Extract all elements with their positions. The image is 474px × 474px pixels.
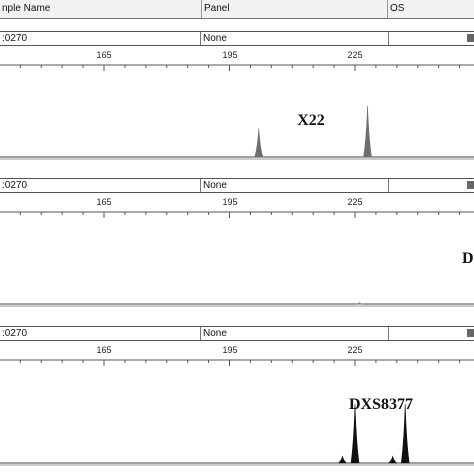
tick-label: 195 <box>222 197 237 207</box>
scroll-thumb[interactable] <box>467 181 474 189</box>
panel-name-cell[interactable]: None <box>200 32 389 45</box>
tick-label: 195 <box>222 345 237 355</box>
trace-peak <box>363 105 372 158</box>
tick-label: 225 <box>347 345 362 355</box>
trace-plot: 165 195 225 X22 <box>0 50 474 160</box>
panel-header[interactable]: Panel <box>201 0 389 18</box>
sample-info-row: :0270 None <box>0 31 474 46</box>
os-header[interactable]: OS <box>387 0 474 18</box>
sample-info-row: :0270 None <box>0 326 474 341</box>
column-header: nple Name Panel OS <box>0 0 474 19</box>
tick-label: 225 <box>347 50 362 60</box>
locus-label: DXS8377 <box>349 396 413 413</box>
trace-plot: 165 195 225 DXS8377 <box>0 345 474 466</box>
tick-label: 165 <box>96 197 111 207</box>
trace-plot: 165 195 225 D <box>0 197 474 307</box>
panel-name-cell[interactable]: None <box>200 179 389 192</box>
trace-peak <box>337 455 348 464</box>
sample-name-cell[interactable]: :0270 <box>2 33 28 44</box>
horizontal-scrollbar[interactable] <box>388 179 474 192</box>
locus-label: D <box>462 250 474 267</box>
trace-peak <box>387 455 398 464</box>
sample-name-header[interactable]: nple Name <box>2 3 51 14</box>
sample-name-cell[interactable]: :0270 <box>2 180 28 191</box>
tick-label: 225 <box>347 197 362 207</box>
electropherogram-panel-2: :0270 None 165 195 225 D <box>0 178 474 307</box>
tick-label: 165 <box>96 345 111 355</box>
panel-name-cell[interactable]: None <box>200 327 389 340</box>
electropherogram-panel-1: :0270 None 165 195 225 X22 <box>0 31 474 160</box>
tick-label: 195 <box>222 50 237 60</box>
horizontal-scrollbar[interactable] <box>388 327 474 340</box>
sample-info-row: :0270 None <box>0 178 474 193</box>
locus-label: X22 <box>297 112 325 129</box>
electropherogram-panel-3: :0270 None 165 195 225 DXS8377 <box>0 326 474 466</box>
scroll-thumb[interactable] <box>467 34 474 42</box>
sample-name-cell[interactable]: :0270 <box>2 328 28 339</box>
tick-label: 165 <box>96 50 111 60</box>
horizontal-scrollbar[interactable] <box>388 32 474 45</box>
scroll-thumb[interactable] <box>467 329 474 337</box>
trace-peak <box>350 403 360 464</box>
trace-peak <box>355 302 364 305</box>
trace-peak <box>254 128 264 158</box>
trace-peak <box>400 403 410 464</box>
